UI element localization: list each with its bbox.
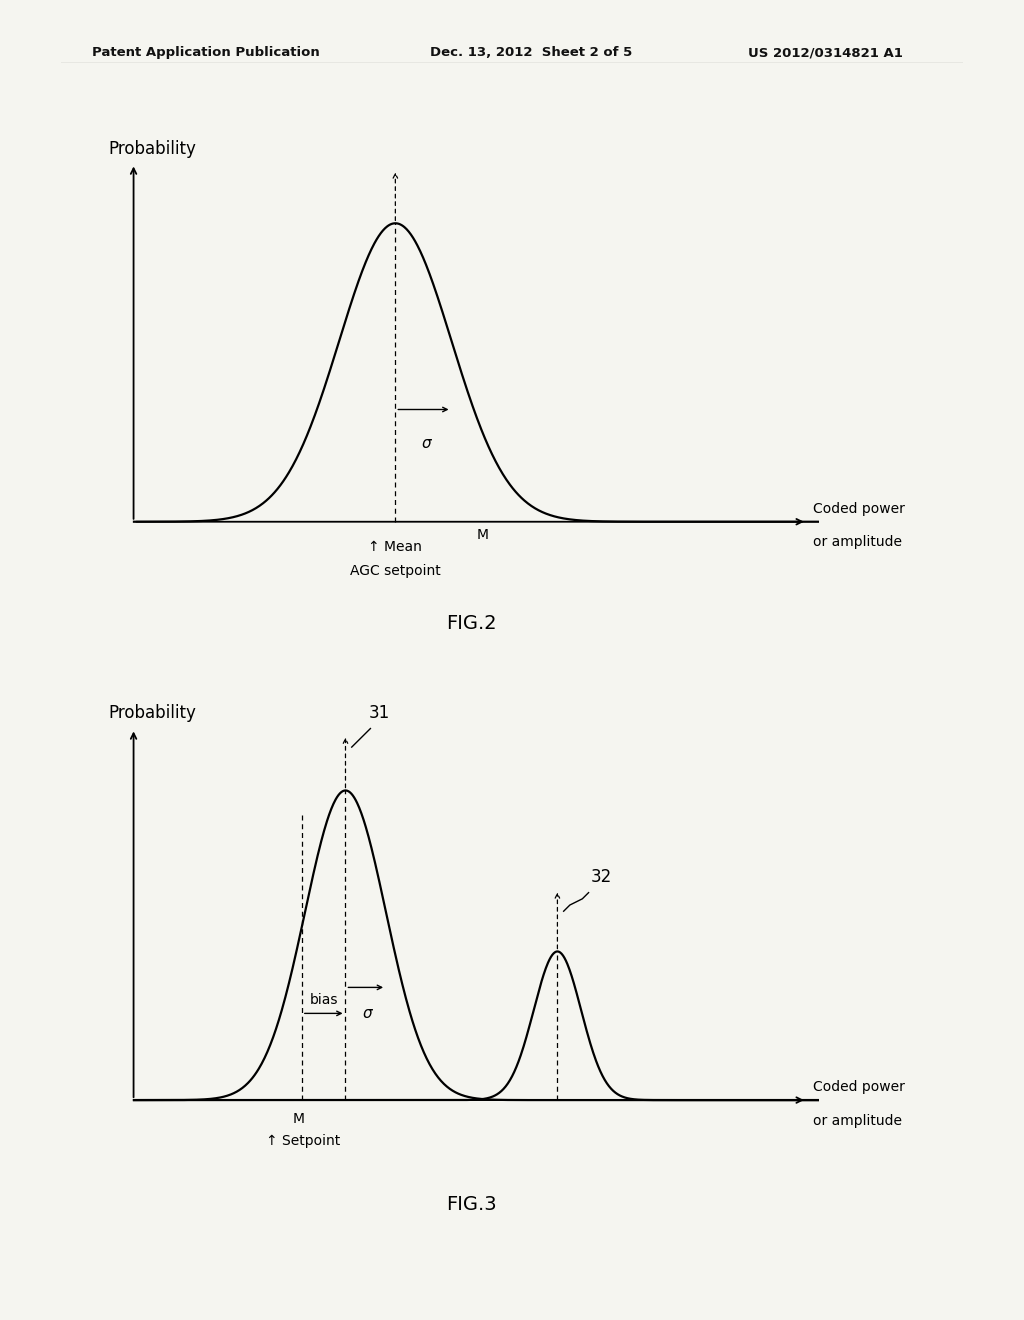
Text: FIG.2: FIG.2 xyxy=(445,614,497,632)
Text: FIG.3: FIG.3 xyxy=(445,1195,497,1213)
Text: Patent Application Publication: Patent Application Publication xyxy=(92,46,319,59)
Text: Dec. 13, 2012  Sheet 2 of 5: Dec. 13, 2012 Sheet 2 of 5 xyxy=(430,46,633,59)
Text: ↑ Setpoint: ↑ Setpoint xyxy=(266,1134,340,1148)
Text: ↑ Mean: ↑ Mean xyxy=(369,540,422,553)
Text: Probability: Probability xyxy=(109,140,197,157)
Text: σ: σ xyxy=(362,1006,373,1020)
Text: 32: 32 xyxy=(591,869,611,887)
Text: M: M xyxy=(293,1113,305,1126)
Text: AGC setpoint: AGC setpoint xyxy=(350,564,440,578)
Text: bias: bias xyxy=(309,993,338,1007)
Text: M: M xyxy=(476,528,488,541)
Text: 31: 31 xyxy=(369,705,390,722)
Text: Coded power: Coded power xyxy=(813,1080,905,1094)
Text: Coded power: Coded power xyxy=(813,502,905,516)
Text: or amplitude: or amplitude xyxy=(813,535,902,549)
Text: or amplitude: or amplitude xyxy=(813,1114,902,1129)
Text: σ: σ xyxy=(422,437,431,451)
Text: Probability: Probability xyxy=(109,705,197,722)
Text: US 2012/0314821 A1: US 2012/0314821 A1 xyxy=(748,46,902,59)
